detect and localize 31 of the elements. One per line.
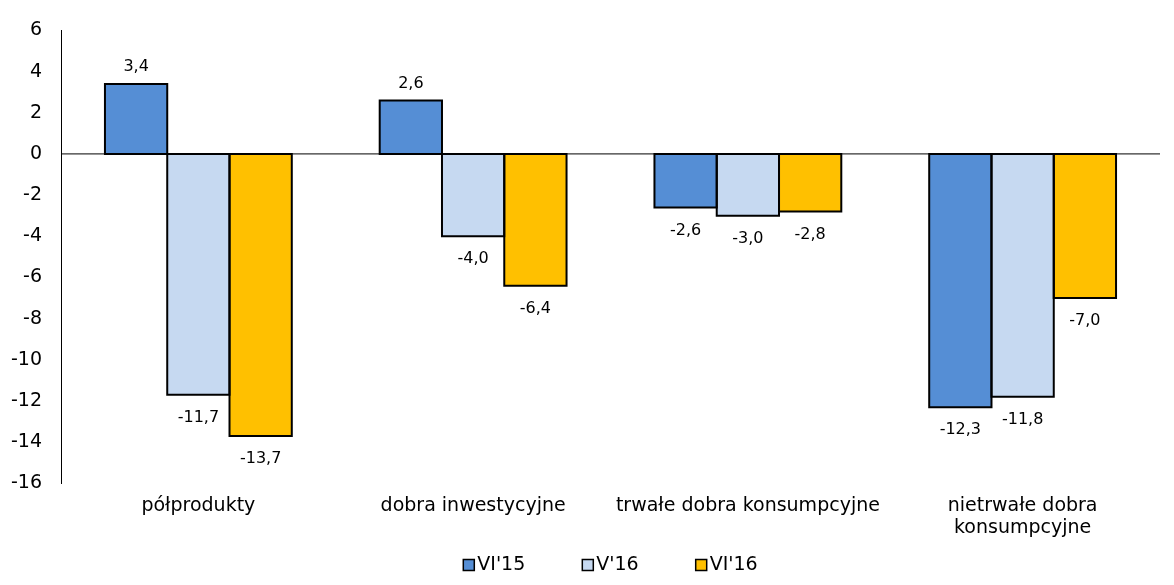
x-tick-label: trwałe dobra konsumpcyjne <box>615 493 880 516</box>
y-tick-label: 2 <box>29 99 42 122</box>
data-label: -6,4 <box>519 297 552 317</box>
y-tick-label: -14 <box>10 429 42 452</box>
x-tick-label: nietrwałe dobra konsumpcyjne <box>947 493 1098 538</box>
legend-label: VI'15 <box>477 551 526 574</box>
y-tick-label: 6 <box>29 17 42 40</box>
data-label: -11,8 <box>1001 408 1044 428</box>
legend-label: VI'16 <box>709 551 758 574</box>
data-label: -3,0 <box>732 227 764 247</box>
data-label: 2,6 <box>398 72 424 92</box>
y-tick-label: -8 <box>23 305 42 328</box>
data-label: -2,8 <box>794 223 826 243</box>
y-tick-label: -10 <box>10 346 42 369</box>
data-label: -11,7 <box>177 406 220 426</box>
y-tick-label: 4 <box>29 58 42 81</box>
data-label: -12,3 <box>939 419 982 439</box>
data-label: -2,6 <box>669 219 702 239</box>
x-tick-label: dobra inwestycyjne <box>380 493 566 516</box>
y-tick-label: -2 <box>23 182 42 205</box>
data-label: -7,0 <box>1069 310 1101 330</box>
y-tick-label: 0 <box>29 140 42 163</box>
y-tick-label: -6 <box>23 264 42 287</box>
y-tick-label: -12 <box>10 387 42 410</box>
data-label: -13,7 <box>239 448 282 468</box>
x-tick-label: półprodukty <box>141 493 256 516</box>
y-tick-label: -16 <box>10 470 42 493</box>
data-label: -4,0 <box>457 248 489 268</box>
data-label: 3,4 <box>123 56 149 76</box>
legend-label: V'16 <box>596 551 639 574</box>
y-tick-label: -4 <box>23 223 42 246</box>
